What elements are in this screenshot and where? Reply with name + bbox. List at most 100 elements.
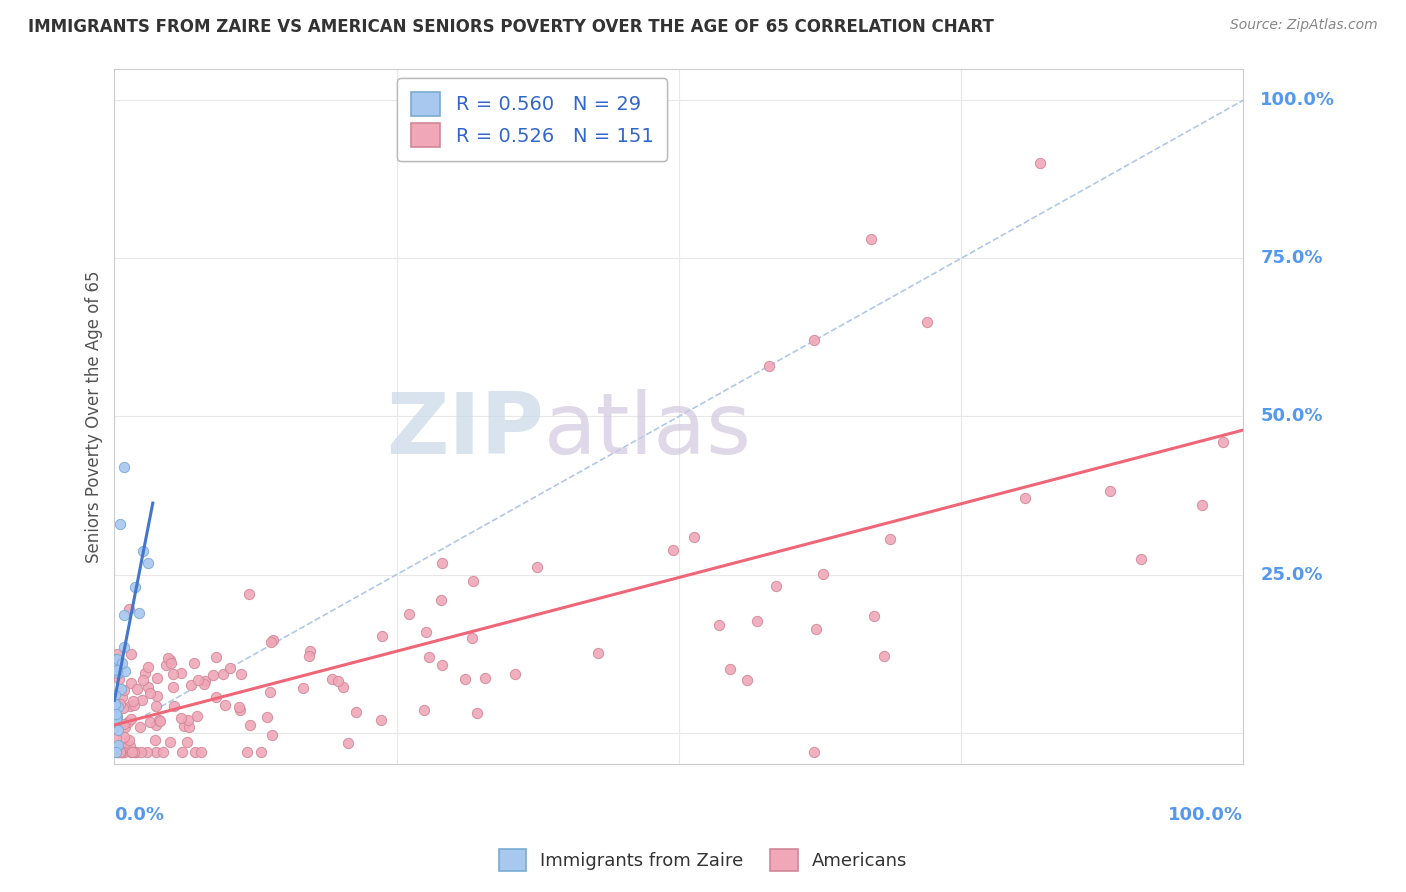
Point	[190, 745, 212, 759]
Point	[461, 631, 484, 645]
Point	[1212, 435, 1234, 450]
Point	[863, 609, 886, 624]
Point	[107, 700, 129, 714]
Y-axis label: Seniors Poverty Over the Age of 65: Seniors Poverty Over the Age of 65	[86, 270, 103, 563]
Point	[879, 532, 901, 546]
Point	[110, 745, 132, 759]
Point	[120, 647, 142, 661]
Point	[586, 646, 609, 660]
Point	[146, 689, 169, 703]
Text: IMMIGRANTS FROM ZAIRE VS AMERICAN SENIORS POVERTY OVER THE AGE OF 65 CORRELATION: IMMIGRANTS FROM ZAIRE VS AMERICAN SENIOR…	[28, 18, 994, 36]
Point	[110, 697, 132, 711]
Point	[205, 649, 228, 664]
Point	[292, 681, 315, 696]
Point	[125, 682, 148, 697]
Point	[114, 720, 136, 734]
Point	[124, 698, 146, 712]
Point	[180, 678, 202, 692]
Point	[765, 579, 787, 593]
Point	[1014, 491, 1036, 505]
Point	[105, 706, 128, 721]
Point	[159, 735, 181, 749]
Point	[371, 629, 394, 643]
Point	[148, 713, 170, 727]
Point	[152, 745, 174, 759]
Point	[170, 711, 193, 725]
Point	[811, 567, 834, 582]
Point	[112, 640, 135, 654]
Point	[229, 666, 252, 681]
Point	[735, 673, 758, 687]
Point	[105, 709, 128, 723]
Point	[112, 745, 135, 759]
Point	[205, 690, 228, 704]
Point	[105, 647, 128, 661]
Point	[105, 663, 128, 677]
Point	[105, 745, 128, 759]
Point	[104, 715, 127, 730]
Point	[465, 706, 488, 720]
Text: Source: ZipAtlas.com: Source: ZipAtlas.com	[1230, 18, 1378, 32]
Point	[145, 745, 167, 759]
Point	[218, 661, 240, 675]
Point	[228, 703, 250, 717]
Text: 100.0%: 100.0%	[1168, 806, 1243, 824]
Point	[661, 542, 683, 557]
Text: ZIP: ZIP	[385, 389, 544, 472]
Point	[236, 745, 259, 759]
Point	[803, 334, 825, 348]
Point	[707, 617, 730, 632]
Point	[453, 672, 475, 686]
Point	[321, 672, 343, 686]
Point	[1191, 499, 1213, 513]
Point	[117, 715, 139, 730]
Point	[186, 709, 208, 723]
Point	[256, 710, 278, 724]
Point	[120, 745, 142, 759]
Point	[474, 671, 496, 685]
Point	[184, 745, 207, 759]
Point	[718, 661, 741, 675]
Point	[187, 673, 209, 687]
Point	[112, 460, 135, 475]
Point	[108, 745, 131, 759]
Point	[337, 736, 360, 750]
Point	[112, 717, 135, 731]
Point	[105, 700, 128, 714]
Point	[299, 644, 322, 658]
Point	[503, 666, 526, 681]
Point	[173, 719, 195, 733]
Point	[170, 666, 193, 681]
Point	[136, 660, 159, 674]
Point	[108, 672, 131, 686]
Point	[1029, 156, 1052, 170]
Text: 50.0%: 50.0%	[1260, 408, 1323, 425]
Point	[111, 700, 134, 714]
Point	[262, 632, 284, 647]
Text: 0.0%: 0.0%	[114, 806, 165, 824]
Point	[131, 544, 153, 558]
Point	[228, 700, 250, 714]
Point	[107, 745, 129, 759]
Point	[108, 516, 131, 531]
Point	[104, 663, 127, 677]
Point	[111, 690, 134, 705]
Point	[124, 745, 146, 759]
Point	[1130, 552, 1153, 566]
Point	[344, 705, 367, 719]
Point	[413, 703, 436, 717]
Point	[118, 733, 141, 747]
Point	[105, 745, 128, 759]
Point	[159, 656, 181, 670]
Point	[139, 714, 162, 729]
Point	[120, 712, 142, 726]
Point	[104, 688, 127, 702]
Point	[124, 745, 146, 759]
Point	[128, 606, 150, 620]
Point	[124, 745, 146, 759]
Point	[104, 651, 127, 665]
Point	[107, 739, 129, 753]
Point	[104, 731, 127, 745]
Point	[259, 685, 281, 699]
Point	[136, 745, 159, 759]
